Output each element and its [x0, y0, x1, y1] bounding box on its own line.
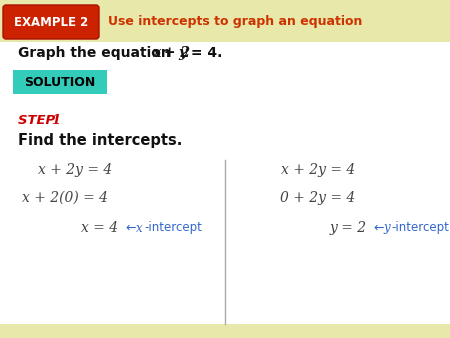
FancyBboxPatch shape	[13, 70, 107, 94]
Text: x + 2y = 4: x + 2y = 4	[38, 163, 112, 177]
Text: x + 2(0) = 4: x + 2(0) = 4	[22, 191, 108, 205]
Text: -intercept: -intercept	[144, 221, 202, 235]
Text: y: y	[178, 46, 186, 60]
Text: EXAMPLE 2: EXAMPLE 2	[14, 16, 88, 28]
Text: Find the intercepts.: Find the intercepts.	[18, 132, 182, 147]
Text: x + 2y = 4: x + 2y = 4	[281, 163, 355, 177]
Text: ←: ←	[125, 221, 135, 235]
Text: y: y	[383, 221, 390, 235]
Text: x = 4: x = 4	[81, 221, 118, 235]
Text: + 2: + 2	[159, 46, 190, 60]
Text: -intercept: -intercept	[391, 221, 449, 235]
FancyBboxPatch shape	[3, 5, 99, 39]
Bar	[0, 324, 450, 338]
Text: SOLUTION: SOLUTION	[24, 75, 95, 89]
Text: ←: ←	[373, 221, 383, 235]
Text: 1: 1	[51, 114, 60, 126]
Text: Use intercepts to graph an equation: Use intercepts to graph an equation	[108, 16, 362, 28]
Text: y = 2: y = 2	[329, 221, 367, 235]
Text: Graph the equation: Graph the equation	[18, 46, 176, 60]
Text: 0 + 2y = 4: 0 + 2y = 4	[280, 191, 356, 205]
Text: = 4.: = 4.	[186, 46, 222, 60]
Text: x: x	[152, 46, 160, 60]
Bar	[0, 0, 450, 42]
Text: STEP: STEP	[18, 114, 60, 126]
Text: x: x	[136, 221, 143, 235]
